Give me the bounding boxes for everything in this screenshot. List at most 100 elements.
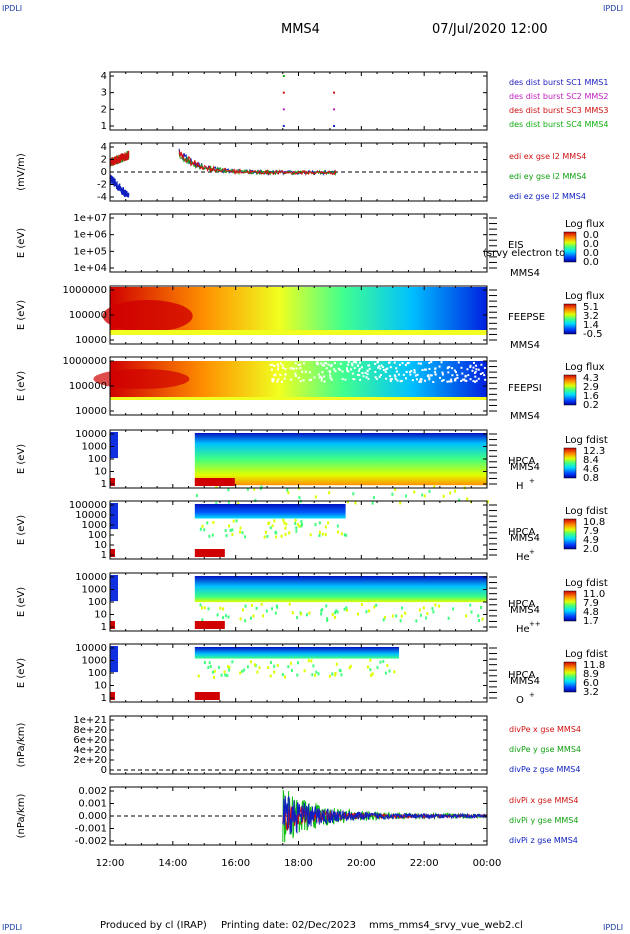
hpca-speckle: [315, 670, 318, 674]
hpca-speckle: [454, 489, 457, 493]
feepsi-gap-pixel: [480, 363, 483, 366]
hpca-speckle: [433, 485, 436, 489]
hpca-speckle: [280, 534, 283, 538]
feepsi-gap-pixel: [486, 369, 489, 372]
hpca-speckle: [267, 521, 270, 525]
feepsi-gap-pixel: [394, 375, 397, 378]
instrument-label-hpca_he: HPCA: [508, 527, 536, 538]
hpca-speckle: [346, 608, 349, 612]
hpca-low-energy-hot: [194, 692, 220, 700]
colorbar-tick-label: 5.1: [583, 302, 599, 313]
spacecraft-title: MMS4: [281, 22, 320, 37]
hpca-speckle: [386, 663, 389, 667]
hpca-speckle: [336, 524, 339, 528]
colorbar-title: Log fdist: [565, 435, 608, 446]
feepsi-gap-pixel: [378, 365, 381, 368]
feepsi-gap-pixel: [460, 366, 463, 369]
datetime-title: 07/Jul/2020 12:00: [432, 22, 548, 37]
colorbar-tick-label: 4.8: [583, 607, 599, 618]
hpca-speckle: [352, 492, 355, 496]
feepsi-gap-pixel: [413, 371, 416, 374]
hpca-speckle: [246, 487, 249, 491]
hpca-speckle: [345, 606, 348, 610]
feepsi-gap-pixel: [397, 373, 400, 376]
legend-entry: edi ey gse l2 MMS4: [509, 172, 587, 181]
colorbar-tick-label: 8.4: [583, 455, 599, 466]
feepsi-gap-pixel: [405, 371, 408, 374]
feepsi-gap-pixel: [333, 362, 336, 365]
hpca-speckle: [221, 607, 224, 611]
hpca-speckle: [195, 494, 198, 498]
feepsi-gap-pixel: [360, 366, 363, 369]
hpca-early-data: [110, 478, 115, 486]
feepsi-gap-pixel: [320, 377, 323, 380]
logo-top-right: IPDLI: [603, 4, 624, 13]
hpca-speckle: [215, 502, 218, 506]
feepsi-gap-pixel: [357, 369, 360, 372]
hpca-early-data: [110, 432, 118, 459]
hpca-speckle: [423, 494, 426, 498]
colorbar-tick-label: 8.9: [583, 669, 599, 680]
hpca-speckle: [265, 609, 268, 613]
colorbar-tick-label: 7.9: [583, 598, 599, 609]
y-axis-label-eis: E (eV): [16, 228, 27, 258]
hpca-speckle: [212, 675, 215, 679]
divpi-series-line: [282, 789, 488, 843]
hpca-speckle: [382, 618, 385, 622]
feepsi-gap-pixel: [390, 377, 393, 380]
hpca-speckle: [328, 674, 331, 678]
colorbar-tick-label: 11.8: [583, 660, 605, 671]
hpca-speckle: [346, 500, 349, 504]
feepsi-gap-pixel: [294, 362, 297, 365]
feepsi-gap-pixel: [366, 373, 369, 376]
feepsi-gap-pixel: [380, 364, 383, 367]
hpca-spectrogram-hpca_o: [194, 647, 400, 659]
y-tick-label: 1: [101, 693, 107, 704]
feepsi-gap-pixel: [455, 371, 458, 374]
y-tick-label: 3: [101, 88, 107, 99]
feepsi-gap-pixel: [277, 365, 280, 368]
species-charge: +: [529, 691, 535, 699]
hpca-speckle: [413, 490, 416, 494]
y-tick-label: 1e+07: [73, 213, 107, 224]
legend-entry: divPi x gse MMS4: [509, 796, 578, 805]
feepsi-gap-pixel: [450, 378, 453, 381]
colorbar-tick-label: 6.0: [583, 678, 599, 689]
hpca-speckle: [213, 669, 216, 673]
hpca-speckle: [244, 619, 247, 623]
hpca-speckle: [343, 533, 346, 537]
hpca-speckle: [237, 502, 240, 506]
hpca-speckle: [226, 674, 229, 678]
hpca-speckle: [317, 672, 320, 676]
hpca-speckle: [360, 603, 363, 607]
colorbar-tick-label: 1.4: [583, 320, 599, 331]
hpca-speckle: [250, 603, 253, 607]
y-tick-label: 10000: [75, 510, 107, 521]
y-tick-label: 6e+20: [73, 735, 107, 746]
feepsi-gap-pixel: [337, 367, 340, 370]
feepsi-gap-pixel: [316, 362, 319, 365]
feepsi-gap-pixel: [346, 367, 349, 370]
feepsi-gap-pixel: [393, 374, 396, 377]
hpca-speckle: [300, 612, 303, 616]
feepsi-gap-pixel: [467, 374, 470, 377]
feepsi-gap-pixel: [350, 368, 353, 371]
hpca-speckle: [371, 672, 374, 676]
logo-bottom-left: IPDLI: [2, 923, 23, 932]
feepsi-gap-pixel: [450, 380, 453, 383]
hpca-speckle: [264, 530, 267, 534]
hpca-speckle: [227, 500, 230, 504]
feepsi-gap-pixel: [274, 373, 277, 376]
feepsi-gap-pixel: [374, 376, 377, 379]
y-tick-label: 1000: [82, 520, 107, 531]
hpca-speckle: [228, 524, 231, 528]
hpca-speckle: [284, 532, 287, 536]
legend-entry: des dist burst SC1 MMS1: [509, 78, 608, 87]
feepsi-gap-pixel: [295, 367, 298, 370]
feepsi-gap-pixel: [346, 368, 349, 371]
hpca-speckle: [199, 527, 202, 531]
feepsi-gap-pixel: [299, 367, 302, 370]
feepsi-gap-pixel: [416, 373, 419, 376]
burst-mark: [333, 108, 336, 111]
hpca-speckle: [336, 610, 339, 614]
